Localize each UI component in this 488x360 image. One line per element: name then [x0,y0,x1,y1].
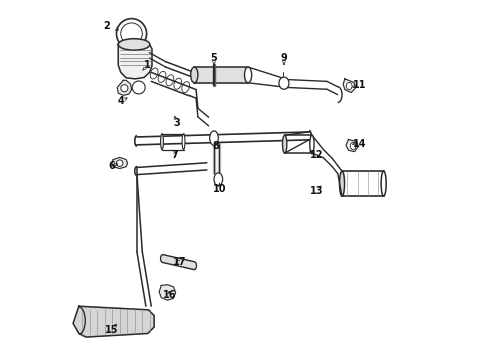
Ellipse shape [193,67,195,83]
Ellipse shape [190,67,198,83]
Polygon shape [118,44,152,79]
Text: 16: 16 [162,291,176,301]
Text: 12: 12 [309,150,322,160]
Text: 7: 7 [171,150,178,160]
Text: 6: 6 [108,161,115,171]
Text: 5: 5 [210,53,217,63]
Ellipse shape [349,142,355,149]
Ellipse shape [244,67,251,83]
Ellipse shape [282,135,286,153]
Ellipse shape [132,81,145,94]
Polygon shape [346,139,357,152]
Text: 17: 17 [172,257,185,267]
Text: 14: 14 [352,139,365,149]
Ellipse shape [121,23,142,44]
Ellipse shape [309,135,313,153]
Ellipse shape [182,134,184,149]
Ellipse shape [278,77,288,89]
Ellipse shape [116,160,122,166]
Polygon shape [343,79,355,93]
Polygon shape [112,157,127,168]
Ellipse shape [380,171,386,196]
Ellipse shape [160,134,163,149]
Text: 11: 11 [352,80,365,90]
Ellipse shape [339,171,344,196]
Ellipse shape [116,19,146,49]
Ellipse shape [346,82,351,90]
Polygon shape [159,285,175,300]
Polygon shape [194,67,247,83]
Polygon shape [117,80,131,95]
Text: 1: 1 [144,60,151,70]
Ellipse shape [214,173,222,186]
Polygon shape [73,306,154,337]
Ellipse shape [121,85,128,92]
Ellipse shape [209,131,218,145]
Text: 9: 9 [280,53,287,63]
Text: 3: 3 [173,118,180,128]
Text: 15: 15 [105,325,118,335]
Polygon shape [163,255,194,270]
Text: 2: 2 [103,21,110,31]
Text: 8: 8 [212,141,219,151]
Text: 4: 4 [117,96,124,106]
Text: 13: 13 [309,186,322,197]
Ellipse shape [118,39,149,50]
Text: 10: 10 [212,184,225,194]
